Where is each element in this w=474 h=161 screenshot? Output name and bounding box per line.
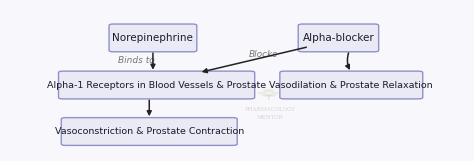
Text: Alpha-1 Receptors in Blood Vessels & Prostate: Alpha-1 Receptors in Blood Vessels & Pro… xyxy=(47,80,266,90)
FancyBboxPatch shape xyxy=(61,118,237,145)
Text: Blocks: Blocks xyxy=(248,50,278,59)
Ellipse shape xyxy=(261,95,269,97)
Text: Binds to: Binds to xyxy=(118,56,155,65)
Ellipse shape xyxy=(271,92,280,95)
Text: PHARMACOLOGY
MENTOR: PHARMACOLOGY MENTOR xyxy=(245,107,296,120)
FancyBboxPatch shape xyxy=(109,24,197,52)
FancyBboxPatch shape xyxy=(58,71,255,99)
Ellipse shape xyxy=(264,94,273,96)
FancyBboxPatch shape xyxy=(280,71,423,99)
Ellipse shape xyxy=(269,95,276,97)
Text: Vasodilation & Prostate Relaxation: Vasodilation & Prostate Relaxation xyxy=(270,80,433,90)
Text: Norepinephrine: Norepinephrine xyxy=(112,33,193,43)
FancyBboxPatch shape xyxy=(298,24,379,52)
Ellipse shape xyxy=(263,89,274,92)
Text: Vasoconstriction & Prostate Contraction: Vasoconstriction & Prostate Contraction xyxy=(55,127,244,136)
Text: Alpha-blocker: Alpha-blocker xyxy=(302,33,374,43)
Ellipse shape xyxy=(257,92,266,95)
